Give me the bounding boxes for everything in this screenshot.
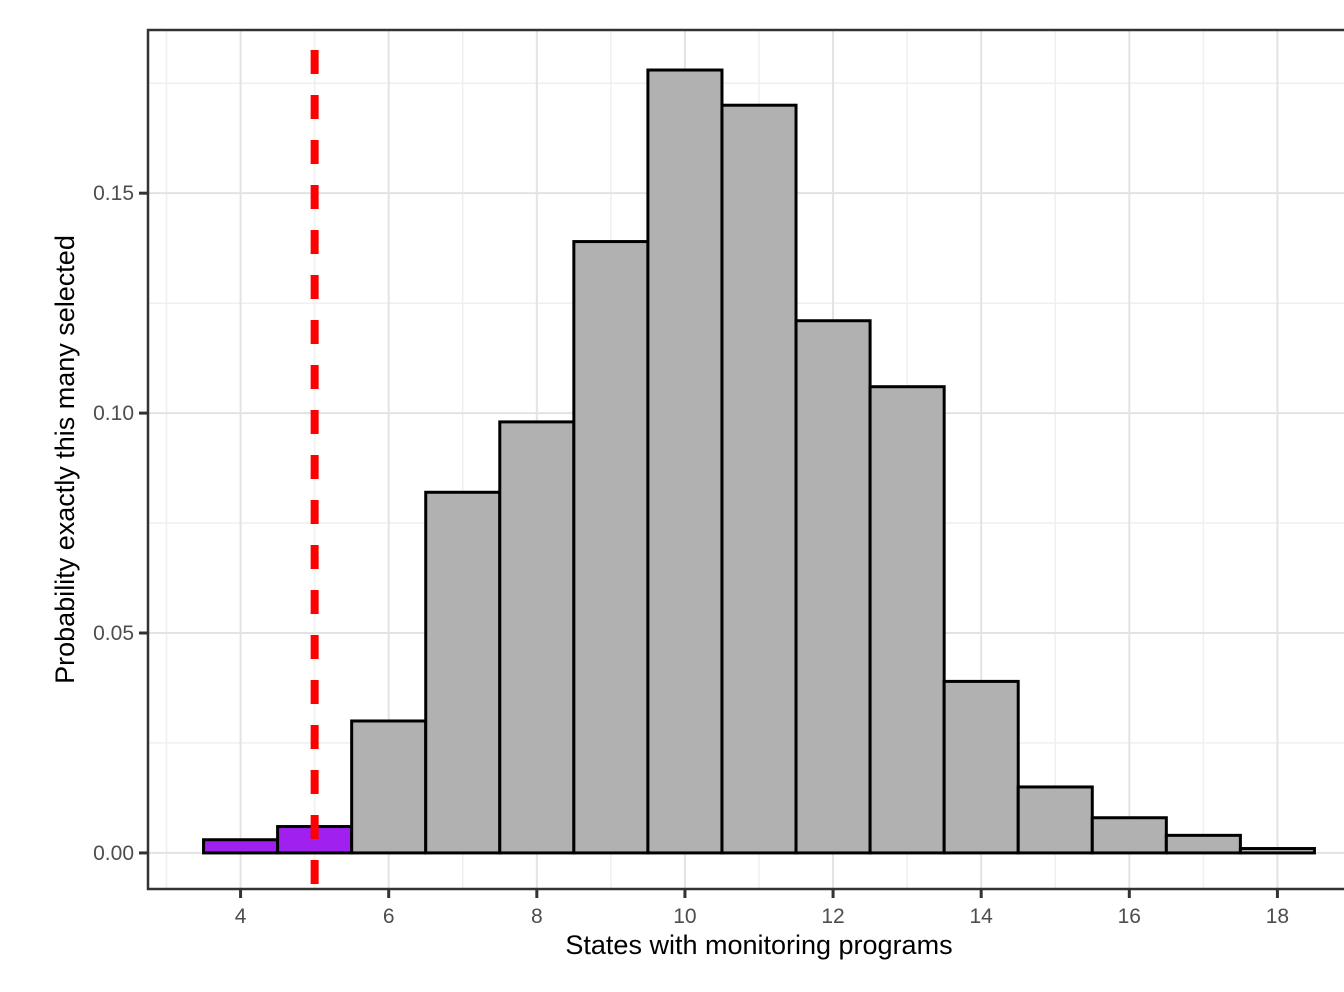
histogram-bar xyxy=(498,420,576,855)
x-tick-label: 10 xyxy=(673,905,696,928)
x-tick-label: 4 xyxy=(235,905,247,928)
panel-border xyxy=(146,28,1344,891)
x-tick-label: 16 xyxy=(1118,905,1141,928)
histogram-bar xyxy=(1238,847,1316,855)
histogram-bar xyxy=(942,679,1020,855)
x-tick-label: 12 xyxy=(821,905,844,928)
axis-tick-marks xyxy=(139,191,1279,898)
histogram-bar xyxy=(202,838,280,855)
y-tick-label: 0.05 xyxy=(93,622,134,645)
histogram-bar xyxy=(1016,785,1094,855)
x-tick-label: 8 xyxy=(531,905,543,928)
x-tick-label: 14 xyxy=(970,905,994,928)
y-tick-label: 0.15 xyxy=(93,182,134,205)
x-tick-label: 18 xyxy=(1266,905,1289,928)
histogram-figure: 4 6 8 10 12 14 16 18 0.00 0.05 0.10 0.15 States wit… xyxy=(40,16,1344,976)
histogram-bar xyxy=(794,319,872,855)
y-tick-label: 0.10 xyxy=(93,402,134,425)
axis-tick-labels: 4 6 8 10 12 14 16 18 0.00 0.05 0.10 0.15 xyxy=(93,182,1289,928)
histogram-svg: 4 6 8 10 12 14 16 18 0.00 0.05 0.10 0.15 States wit… xyxy=(50,28,1344,960)
histogram-bar xyxy=(646,68,724,855)
histogram-bar xyxy=(720,103,798,855)
x-tick-label: 6 xyxy=(383,905,395,928)
histogram-bar xyxy=(1090,816,1168,855)
histogram-bar xyxy=(572,240,650,855)
histogram-bar xyxy=(424,490,502,855)
y-axis-title: Probability exactly this many selected xyxy=(50,235,80,684)
x-axis-title: States with monitoring programs xyxy=(565,930,952,960)
y-tick-label: 0.00 xyxy=(93,842,134,865)
histogram-bars xyxy=(202,68,1316,855)
histogram-bar xyxy=(350,719,428,855)
histogram-bar xyxy=(868,385,946,855)
histogram-bar xyxy=(1164,833,1242,855)
